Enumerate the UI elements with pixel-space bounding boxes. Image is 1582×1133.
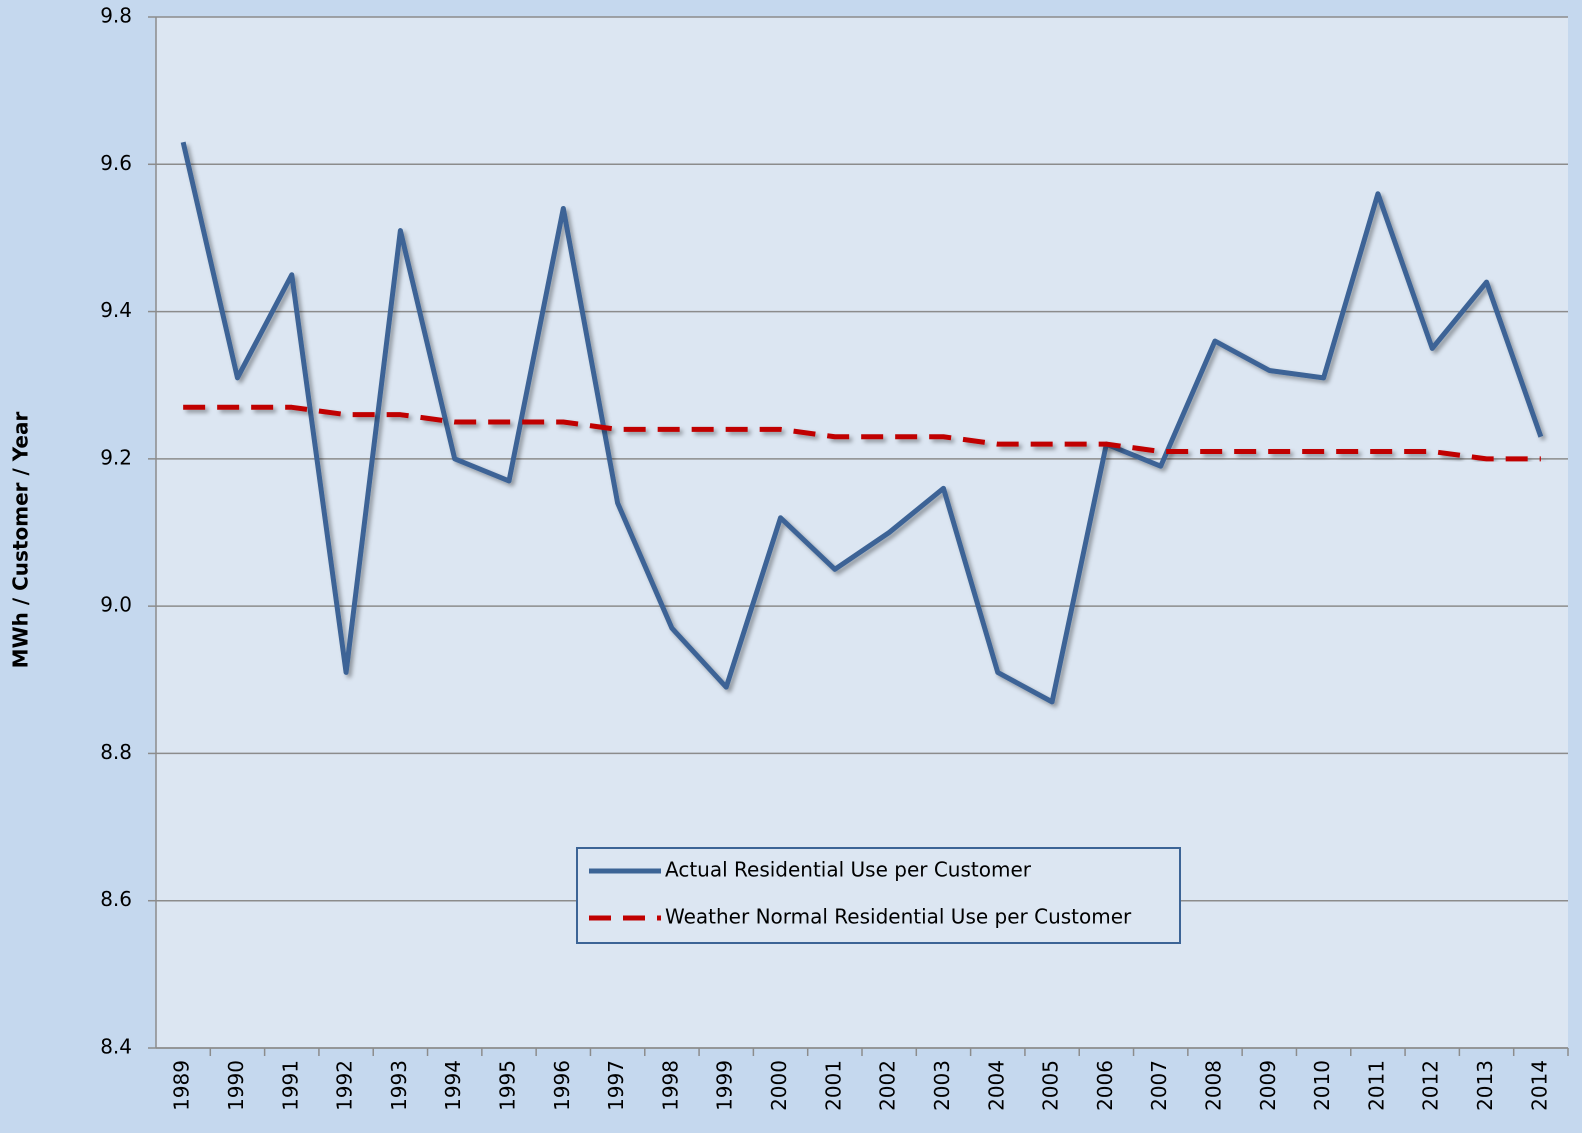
series-line	[183, 404, 1541, 462]
legend-label: Actual Residential Use per Customer	[665, 858, 1032, 882]
x-tick-label: 2014	[1527, 1060, 1551, 1111]
x-tick-label: 1990	[224, 1060, 248, 1111]
series-line	[180, 141, 1544, 705]
y-tick-label: 8.4	[100, 1035, 132, 1059]
x-tick-label: 2000	[767, 1060, 791, 1111]
x-tick-label: 1991	[278, 1060, 302, 1111]
y-tick-label: 8.6	[100, 887, 132, 911]
x-tick-label: 2001	[821, 1060, 845, 1111]
x-tick-label: 1989	[170, 1060, 194, 1111]
x-tick-label: 1992	[333, 1060, 357, 1111]
x-tick-label: 2004	[984, 1060, 1008, 1111]
y-tick-label: 8.8	[100, 740, 132, 764]
x-tick-label: 2012	[1419, 1060, 1443, 1111]
x-tick-label: 1998	[658, 1060, 682, 1111]
x-tick-label: 2006	[1093, 1060, 1117, 1111]
x-tick-label: 2010	[1310, 1060, 1334, 1111]
x-tick-label: 2002	[876, 1060, 900, 1111]
x-tick-label: 1994	[441, 1060, 465, 1111]
x-tick-label: 1997	[604, 1060, 628, 1111]
y-tick-label: 9.8	[100, 4, 132, 28]
x-tick-label: 1995	[496, 1060, 520, 1111]
y-tick-label: 9.0	[100, 593, 132, 617]
x-tick-label: 1999	[713, 1060, 737, 1111]
x-tick-label: 2007	[1147, 1060, 1171, 1111]
legend-box	[576, 847, 1181, 944]
x-tick-label: 2008	[1202, 1060, 1226, 1111]
x-tick-label: 2013	[1473, 1060, 1497, 1111]
legend-label: Weather Normal Residential Use per Custo…	[665, 905, 1132, 929]
x-tick-label: 2009	[1256, 1060, 1280, 1111]
x-tick-label: 1993	[387, 1060, 411, 1111]
y-tick-label: 9.6	[100, 151, 132, 175]
x-tick-label: 2003	[930, 1060, 954, 1111]
x-tick-label: 1996	[550, 1060, 574, 1111]
y-axis-label: MWh / Customer / Year	[9, 412, 33, 669]
x-tick-label: 2011	[1364, 1060, 1388, 1111]
y-tick-label: 9.2	[100, 445, 132, 469]
x-tick-label: 2005	[1039, 1060, 1063, 1111]
y-tick-label: 9.4	[100, 298, 132, 322]
